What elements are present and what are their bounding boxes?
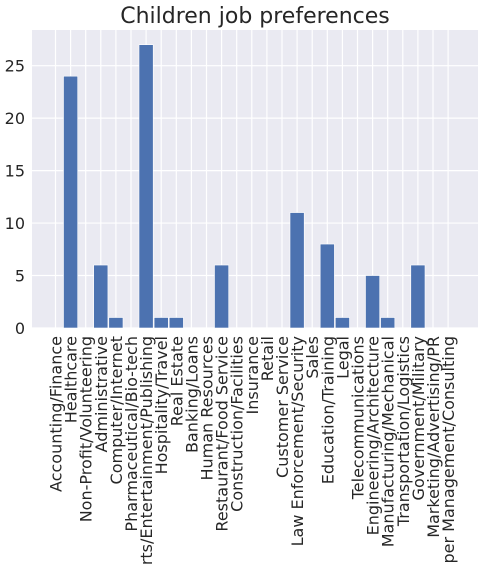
x-tick-label: Computer/Internet (107, 336, 126, 484)
x-tick-label: Insurance (243, 336, 262, 415)
bars (63, 44, 426, 329)
x-tick-label: Hospitality/Travel (152, 336, 171, 474)
bar-government-military (410, 264, 426, 329)
x-tick-label: Arts/Entertainment/Publishing (137, 336, 156, 564)
x-tick-label: Customer Service (273, 336, 292, 478)
bar-hospitality-travel (153, 317, 169, 329)
x-tick-label: Human Resources (198, 336, 217, 481)
y-tick-label: 0 (15, 319, 25, 338)
x-tick-label: Education/Training (318, 336, 337, 484)
x-tick-label: Manufacturing/Mechanical (379, 336, 398, 547)
bar-real-estate (168, 317, 184, 329)
x-tick-label: Banking/Loans (182, 336, 201, 453)
x-tick-label: Construction/Facilities (228, 336, 247, 512)
grid-lines (32, 30, 478, 329)
x-tick-label: Retail (258, 336, 277, 381)
bar-restaurant-food-service (214, 264, 229, 329)
y-tick-label: 25 (5, 57, 25, 76)
bar-healthcare (63, 75, 78, 329)
bar-arts-entertainment-publishing (138, 44, 154, 329)
bar-education-training (319, 243, 335, 329)
bar-computer-internet (108, 317, 124, 329)
x-tick-label: Government/Military (409, 336, 428, 500)
x-tick-label: Law Enforcement/Security (288, 336, 307, 546)
y-tick-label: 5 (15, 267, 25, 286)
chart-title: Children job preferences (120, 4, 390, 29)
x-tick-label: Healthcare (62, 336, 81, 423)
x-tick-label: Transportation/Logistics (394, 336, 413, 527)
x-tick-label: Upper Management/Consulting (439, 336, 458, 564)
bar-engineering-architecture (365, 275, 380, 329)
bar-administrative (93, 264, 109, 329)
x-tick-label: Administrative (92, 336, 111, 452)
bar-law-enforcement-security (289, 212, 305, 329)
x-tick-label: Real Estate (167, 336, 186, 426)
x-tick-label: Non-Profit/Volunteering (77, 336, 96, 522)
x-tick-labels: Accounting/FinanceHealthcareNon-Profit/V… (47, 336, 459, 568)
x-tick-label: Accounting/Finance (47, 336, 66, 492)
x-tick-label: Sales (303, 336, 322, 379)
x-tick-label: Restaurant/Food Service (213, 336, 232, 532)
x-tick-label: Legal (333, 336, 352, 379)
bar-legal (334, 317, 350, 329)
x-tick-label: Telecommunications (349, 336, 368, 500)
x-tick-label: Marketing/Advertising/PR (424, 336, 443, 538)
y-tick-label: 15 (5, 162, 25, 181)
y-tick-label: 20 (5, 109, 25, 128)
bar-manufacturing-mechanical (380, 317, 396, 329)
y-tick-labels: 0 5 10 15 20 25 (5, 57, 25, 338)
y-tick-label: 10 (5, 214, 25, 233)
x-tick-label: Pharmaceutical/Bio-tech (122, 336, 141, 532)
x-tick-label: Engineering/Architecture (364, 336, 383, 535)
